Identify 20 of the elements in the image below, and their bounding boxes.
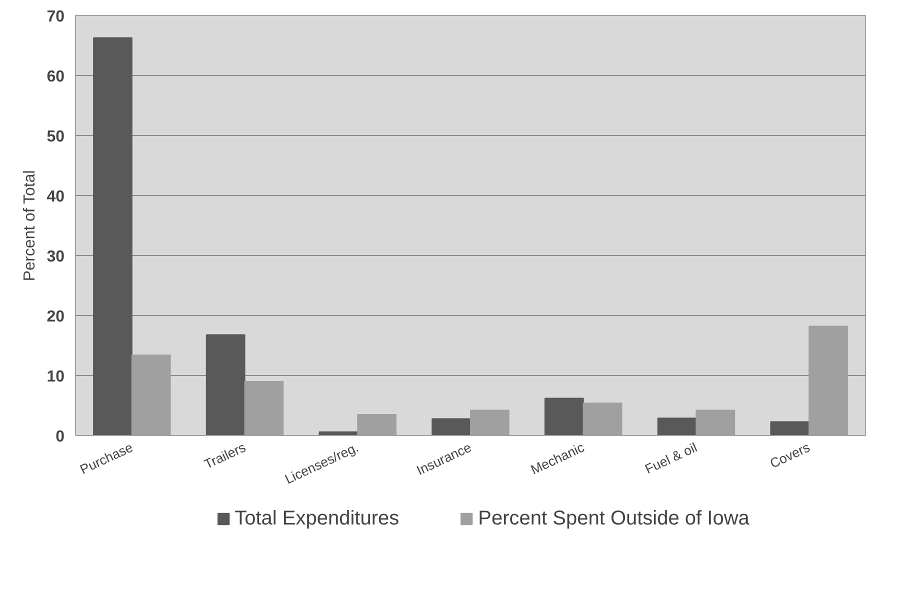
bar: [93, 37, 132, 436]
bar: [544, 398, 584, 436]
y-tick-label: 40: [46, 188, 65, 206]
x-tick-label: Trailers: [202, 440, 248, 472]
y-tick-label: 70: [46, 8, 65, 26]
x-tick-label: Covers: [768, 440, 813, 472]
bar: [657, 418, 697, 436]
bar: [432, 418, 471, 436]
y-tick-label: 30: [46, 248, 65, 266]
y-tick-label: 60: [46, 68, 65, 86]
y-tick-label: 50: [46, 128, 65, 146]
bar: [206, 334, 246, 436]
y-axis-title: Percent of Total: [22, 170, 39, 282]
legend-label: Percent Spent Outside of Iowa: [478, 507, 750, 530]
bar: [770, 421, 810, 436]
y-tick-label: 20: [46, 308, 65, 326]
y-tick-label: 10: [46, 368, 65, 386]
legend-label: Total Expenditures: [234, 507, 400, 530]
y-tick-label: 0: [56, 428, 65, 446]
x-tick-label: Fuel & oil: [642, 440, 700, 477]
